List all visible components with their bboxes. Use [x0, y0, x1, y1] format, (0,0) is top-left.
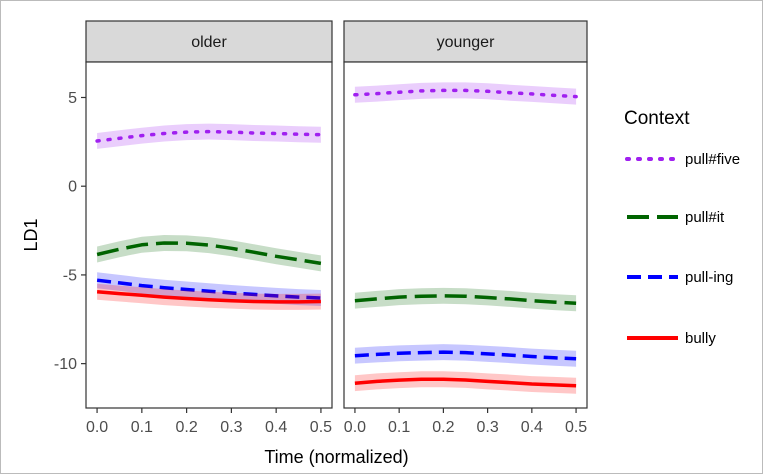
y-tick-label-5: 5	[68, 90, 77, 107]
legend-title: Context	[624, 108, 690, 129]
plot-panel-younger	[343, 61, 588, 409]
x-tick-label-older-0.3: 0.3	[220, 419, 242, 436]
series-line-pull#five-older	[95, 129, 323, 143]
ribbon-pull#five-older	[97, 123, 321, 149]
x-tick-label-older-0.0: 0.0	[86, 419, 108, 436]
series-line-bully-younger	[354, 377, 577, 388]
ribbon-pull-ing-younger	[354, 344, 577, 367]
ribbon-pull#it-younger	[354, 287, 577, 312]
series-line-pull#it-younger	[354, 294, 577, 306]
ribbon-bully-younger	[354, 371, 577, 394]
x-tick-label-younger-0.2: 0.2	[432, 419, 454, 436]
y-tick-label--5: -5	[63, 267, 77, 284]
legend: Context pull#five pull#it pull-ing bully	[624, 108, 740, 347]
x-tick-label-older-0.2: 0.2	[175, 419, 197, 436]
facet-strip-label-younger: younger	[437, 34, 495, 51]
legend-label-pull#it: pull#it	[685, 209, 725, 226]
series-line-pull-ing-older	[96, 278, 321, 300]
x-tick-label-older-0.5: 0.5	[310, 419, 332, 436]
x-tick-label-older-0.1: 0.1	[131, 419, 153, 436]
legend-label-pull#five: pull#five	[685, 151, 740, 168]
series-line-bully-older	[96, 290, 321, 304]
y-axis-title: LD1	[21, 218, 41, 251]
plot-panel-older	[85, 61, 333, 409]
legend-label-pull-ing: pull-ing	[685, 269, 733, 286]
facet-strip-younger	[343, 20, 588, 63]
ribbon-pull#it-older	[97, 235, 321, 272]
x-tick-label-younger-0.4: 0.4	[521, 419, 543, 436]
series-line-pull#five-younger	[353, 88, 578, 99]
ribbon-pull#five-younger	[354, 82, 577, 105]
y-tick-label--10: -10	[54, 356, 77, 373]
facet-strip-label-older: older	[191, 34, 227, 51]
x-tick-label-younger-0.0: 0.0	[344, 419, 366, 436]
series-line-pull#it-older	[96, 241, 322, 266]
series-line-pull-ing-younger	[354, 350, 577, 361]
x-axis-title: Time (normalized)	[264, 447, 408, 467]
panel-older: older 0.0 0.1 0.2 0.3 0.4 0.5	[85, 20, 333, 436]
x-tick-label-younger-0.1: 0.1	[388, 419, 410, 436]
panel-younger: younger 0.0 0.1 0.2 0.3 0.4 0.5	[343, 20, 588, 436]
ribbon-pull-ing-older	[97, 272, 321, 306]
x-tick-label-younger-0.5: 0.5	[565, 419, 587, 436]
x-tick-label-older-0.4: 0.4	[265, 419, 287, 436]
y-tick-label-0: 0	[68, 179, 77, 196]
legend-label-bully: bully	[685, 330, 716, 347]
x-tick-label-younger-0.3: 0.3	[476, 419, 498, 436]
